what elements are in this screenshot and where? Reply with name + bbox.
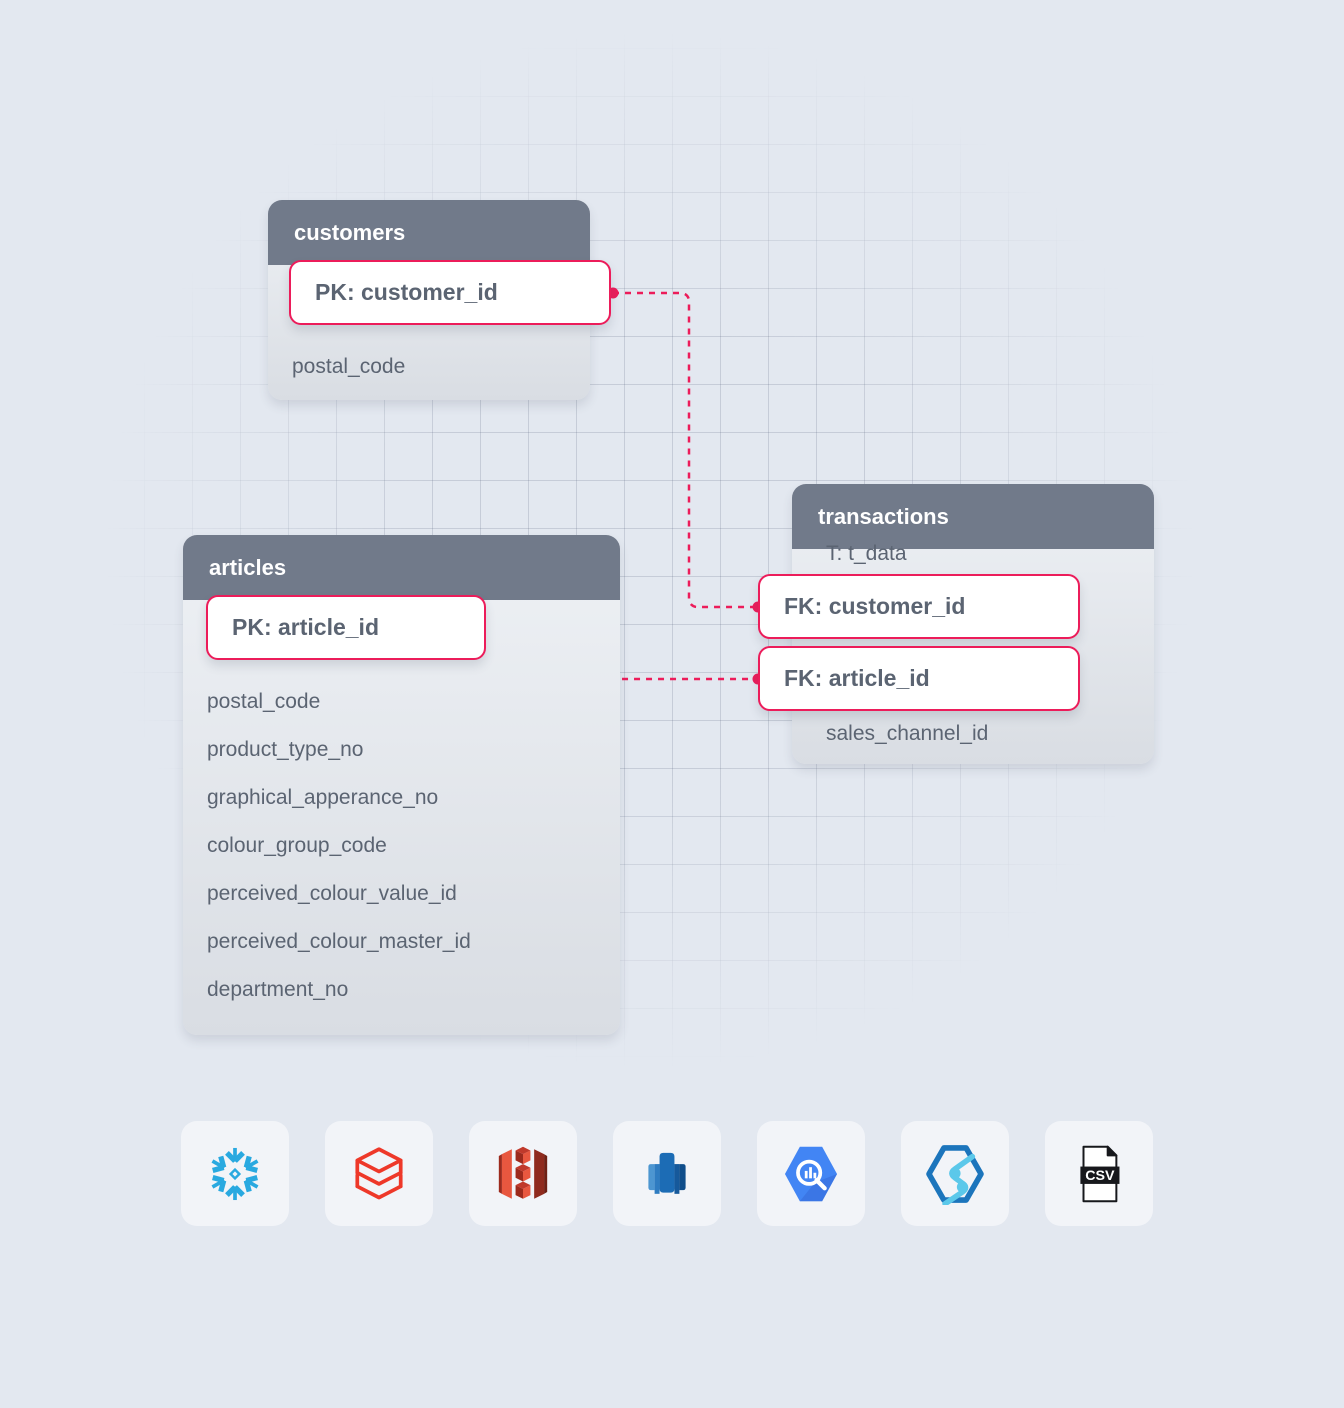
svg-text:CSV: CSV (1085, 1168, 1115, 1184)
